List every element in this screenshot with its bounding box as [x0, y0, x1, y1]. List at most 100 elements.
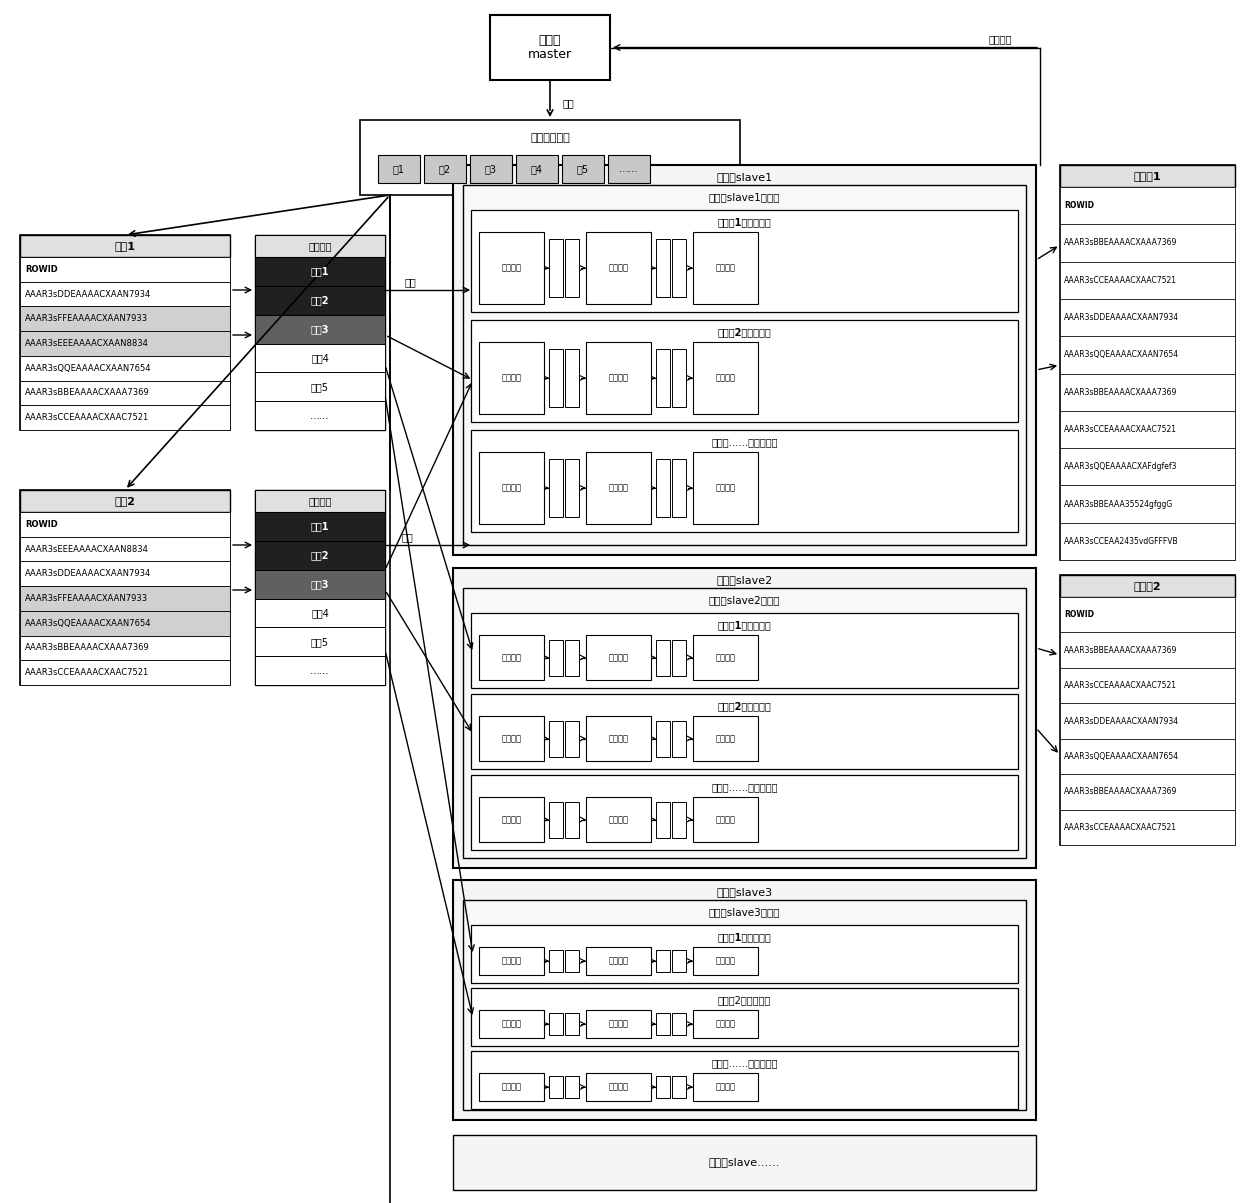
Bar — [549, 1075, 563, 1098]
Text: AAAR3sBBEAAA35524gfggG: AAAR3sBBEAAA35524gfggG — [1064, 499, 1173, 509]
Bar — [1060, 186, 1235, 224]
Bar — [453, 1134, 1035, 1190]
Text: 脱敏线程: 脱敏线程 — [609, 1083, 629, 1091]
Bar — [255, 315, 384, 344]
Bar — [693, 1011, 758, 1038]
Bar — [20, 512, 229, 537]
Bar — [1060, 704, 1235, 739]
Bar — [1060, 298, 1235, 336]
Bar — [1060, 775, 1235, 810]
Text: ROWID: ROWID — [25, 265, 58, 274]
Bar — [672, 721, 686, 757]
Bar — [1060, 165, 1235, 186]
Text: 脱敏线程: 脱敏线程 — [609, 814, 629, 824]
Bar — [1060, 575, 1235, 845]
Bar — [255, 401, 384, 429]
Text: 管道组1（已启动）: 管道组1（已启动） — [718, 620, 771, 630]
Bar — [463, 185, 1025, 545]
Bar — [20, 282, 229, 307]
Bar — [672, 950, 686, 972]
Text: 抽取线程: 抽取线程 — [501, 734, 522, 743]
Bar — [479, 635, 544, 680]
Text: 抽取线程: 抽取线程 — [501, 956, 522, 966]
Bar — [20, 356, 229, 380]
Text: 脱敏线程: 脱敏线程 — [609, 484, 629, 492]
Text: 抽取线程: 抽取线程 — [501, 263, 522, 273]
Bar — [587, 342, 651, 414]
Bar — [255, 599, 384, 627]
Text: 源表2: 源表2 — [114, 496, 135, 506]
Bar — [656, 460, 670, 517]
Bar — [255, 512, 384, 541]
Bar — [1060, 739, 1235, 775]
Text: 脱敏线程: 脱敏线程 — [609, 1019, 629, 1029]
Bar — [471, 988, 1018, 1045]
Bar — [255, 627, 384, 656]
Bar — [1060, 261, 1235, 298]
Bar — [565, 950, 579, 972]
Bar — [587, 1011, 651, 1038]
Bar — [1060, 810, 1235, 845]
Bar — [255, 541, 384, 570]
Bar — [672, 640, 686, 676]
Text: 加载线程: 加载线程 — [715, 1083, 735, 1091]
Bar — [693, 635, 758, 680]
Text: AAAR3sDDEAAAACXAAN7934: AAAR3sDDEAAAACXAAN7934 — [25, 569, 151, 579]
Text: 分片4: 分片4 — [311, 352, 329, 363]
Bar — [549, 721, 563, 757]
Bar — [693, 716, 758, 761]
Text: 表4: 表4 — [531, 164, 543, 174]
Bar — [549, 239, 563, 297]
Bar — [672, 239, 686, 297]
Text: AAAR3sCCEAA2435vdGFFFVB: AAAR3sCCEAA2435vdGFFFVB — [1064, 537, 1179, 546]
Bar — [693, 1073, 758, 1101]
Bar — [562, 155, 604, 183]
Bar — [1060, 373, 1235, 410]
Bar — [587, 635, 651, 680]
Text: 分片2: 分片2 — [311, 550, 330, 561]
Bar — [479, 716, 544, 761]
Bar — [565, 1075, 579, 1098]
Text: 目标表2: 目标表2 — [1133, 581, 1162, 591]
Bar — [549, 801, 563, 837]
Bar — [565, 721, 579, 757]
Bar — [479, 232, 544, 304]
Text: 抽取线程: 抽取线程 — [501, 1083, 522, 1091]
Bar — [549, 640, 563, 676]
Text: 分片队列: 分片队列 — [309, 241, 332, 251]
Bar — [1060, 165, 1235, 561]
Bar — [608, 155, 650, 183]
Text: 源表1: 源表1 — [114, 241, 135, 251]
Bar — [471, 925, 1018, 983]
Bar — [672, 460, 686, 517]
Text: 管道组……（未启动）: 管道组……（未启动） — [712, 1057, 777, 1068]
Bar — [549, 1013, 563, 1036]
Bar — [672, 349, 686, 407]
Bar — [20, 235, 229, 429]
Bar — [656, 1013, 670, 1036]
Text: 加载线程: 加载线程 — [715, 484, 735, 492]
Bar — [20, 490, 229, 685]
Bar — [656, 349, 670, 407]
Bar — [587, 452, 651, 525]
Text: 管道组……（未启动）: 管道组……（未启动） — [712, 782, 777, 792]
Text: 拉取: 拉取 — [404, 277, 415, 288]
Text: ROWID: ROWID — [1064, 610, 1094, 620]
Bar — [20, 562, 229, 586]
Bar — [471, 211, 1018, 312]
Bar — [20, 660, 229, 685]
Text: 抽取线程: 抽取线程 — [501, 1019, 522, 1029]
Text: 分配: 分配 — [562, 97, 574, 108]
Text: AAAR3sBBEAAAACXAAA7369: AAAR3sBBEAAAACXAAA7369 — [1064, 646, 1177, 654]
Bar — [587, 716, 651, 761]
Text: AAAR3sCCEAAAACXAAC7521: AAAR3sCCEAAAACXAAC7521 — [25, 668, 149, 677]
Text: 加载线程: 加载线程 — [715, 734, 735, 743]
Bar — [255, 570, 384, 599]
Bar — [587, 1073, 651, 1101]
Bar — [360, 120, 740, 195]
Text: AAAR3sBBEAAAACXAAA7369: AAAR3sBBEAAAACXAAA7369 — [1064, 238, 1177, 248]
Bar — [20, 380, 229, 405]
Bar — [565, 239, 579, 297]
Text: 分片3: 分片3 — [311, 579, 330, 589]
Bar — [656, 950, 670, 972]
